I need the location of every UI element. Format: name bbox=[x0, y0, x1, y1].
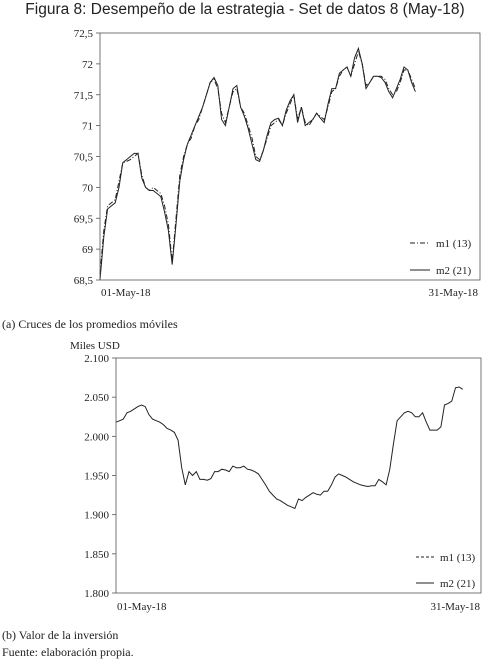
chart-moving-averages: 68,5 69 69,5 70 70,5 71 71,5 72 72,5 01-May-18 3… bbox=[74, 28, 481, 299]
x-tick-label-end: 31-May-18 bbox=[429, 287, 479, 299]
plot-frame bbox=[99, 32, 481, 281]
source-note: Fuente: elaboración propia. bbox=[2, 645, 134, 659]
legend: m1 (13) m2 (21) bbox=[410, 238, 471, 277]
x-tick-label-start: 01-May-18 bbox=[117, 601, 167, 613]
y-tick-label: 1.950 bbox=[84, 471, 109, 483]
series-line-1 bbox=[115, 386, 464, 510]
y-tick-label: 68,5 bbox=[74, 275, 94, 287]
legend-label-m2: m2 (21) bbox=[440, 578, 475, 590]
y-tick-label: 69 bbox=[82, 244, 94, 256]
y-tick-label: 70 bbox=[82, 182, 94, 194]
caption-b: (b) Valor de la inversión bbox=[2, 628, 119, 642]
y-tick-label: 1.900 bbox=[84, 510, 109, 522]
y-axis-ticks: 68,5 69 69,5 70 70,5 71 71,5 72 72,5 bbox=[74, 28, 100, 287]
y-tick-label: 1.850 bbox=[84, 549, 109, 561]
y-tick-label: 1.800 bbox=[84, 588, 109, 600]
caption-a: (a) Cruces de los promedios móviles bbox=[2, 317, 178, 331]
series-layer bbox=[115, 386, 464, 510]
legend-label-m2: m2 (21) bbox=[436, 265, 471, 277]
y-axis-unit-label: Miles USD bbox=[70, 340, 120, 352]
x-tick-label-end: 31-May-18 bbox=[431, 601, 481, 613]
y-tick-label: 2.000 bbox=[84, 431, 109, 443]
y-tick-label: 72 bbox=[82, 59, 93, 71]
y-tick-label: 2.050 bbox=[84, 392, 109, 404]
plot-frame bbox=[115, 357, 482, 594]
legend: m1 (13) m2 (21) bbox=[416, 552, 475, 590]
x-tick-label-start: 01-May-18 bbox=[101, 287, 151, 299]
y-axis-ticks: 1.800 1.850 1.900 1.950 2.000 2.050 2.100 bbox=[84, 353, 116, 600]
series-line-2 bbox=[99, 46, 416, 281]
figure-title: Figura 8: Desempeño de la estrategia - S… bbox=[25, 1, 465, 18]
series-layer bbox=[99, 46, 416, 281]
y-tick-label: 71 bbox=[82, 121, 93, 133]
legend-label-m1: m1 (13) bbox=[436, 238, 471, 250]
y-tick-label: 70,5 bbox=[74, 152, 94, 164]
y-tick-label: 72,5 bbox=[74, 28, 94, 40]
y-tick-label: 2.100 bbox=[84, 353, 109, 365]
y-tick-label: 71,5 bbox=[74, 90, 94, 102]
y-tick-label: 69,5 bbox=[74, 213, 94, 225]
legend-label-m1: m1 (13) bbox=[440, 552, 475, 564]
